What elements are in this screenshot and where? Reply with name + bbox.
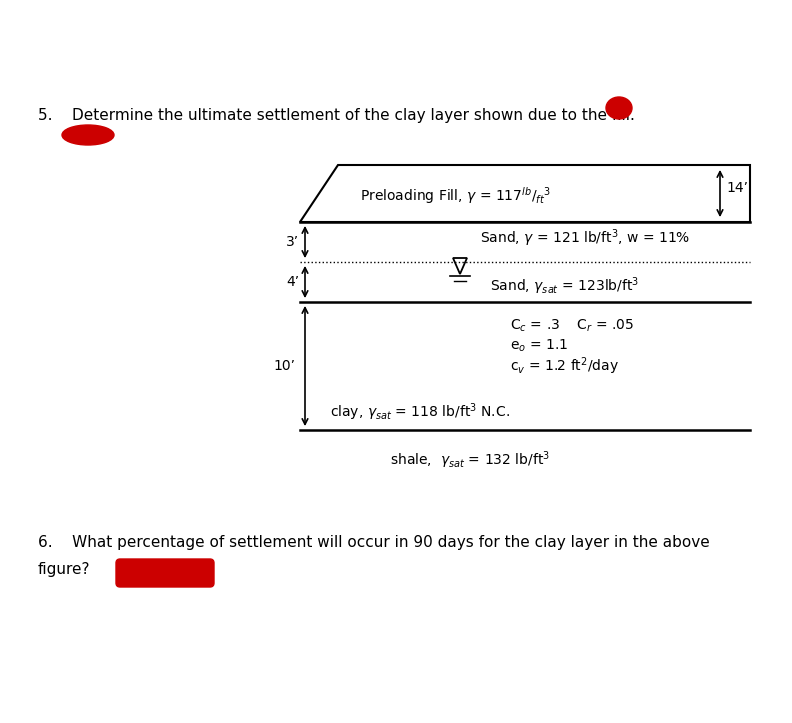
FancyBboxPatch shape (116, 559, 214, 587)
Text: Sand, $\gamma_{sat}$ = 123lb/ft$^3$: Sand, $\gamma_{sat}$ = 123lb/ft$^3$ (490, 275, 639, 297)
Text: 5.    Determine the ultimate settlement of the clay layer shown due to the fill.: 5. Determine the ultimate settlement of … (38, 108, 635, 123)
Text: 14’: 14’ (726, 181, 748, 194)
Polygon shape (300, 165, 750, 222)
Text: 10’: 10’ (273, 359, 295, 373)
Text: C$_c$ = .3    C$_r$ = .05: C$_c$ = .3 C$_r$ = .05 (510, 318, 634, 334)
Text: e$_o$ = 1.1: e$_o$ = 1.1 (510, 338, 569, 354)
Text: shale,  $\gamma_{sat}$ = 132 lb/ft$^3$: shale, $\gamma_{sat}$ = 132 lb/ft$^3$ (390, 449, 550, 471)
Text: figure?: figure? (38, 562, 90, 577)
Text: Sand, $\gamma$ = 121 lb/ft$^3$, w = 11%: Sand, $\gamma$ = 121 lb/ft$^3$, w = 11% (480, 227, 691, 249)
Text: 4’: 4’ (286, 275, 299, 289)
Text: 6.    What percentage of settlement will occur in 90 days for the clay layer in : 6. What percentage of settlement will oc… (38, 535, 710, 550)
Ellipse shape (62, 125, 114, 145)
Text: Preloading Fill, $\gamma$ = 117$^{lb}$/$_{ft}$$^3$: Preloading Fill, $\gamma$ = 117$^{lb}$/$… (360, 186, 551, 207)
Ellipse shape (606, 97, 632, 119)
Text: c$_v$ = 1.2 ft$^2$/day: c$_v$ = 1.2 ft$^2$/day (510, 355, 619, 377)
Text: clay, $\gamma_{sat}$ = 118 lb/ft$^3$ N.C.: clay, $\gamma_{sat}$ = 118 lb/ft$^3$ N.C… (330, 401, 510, 423)
Text: 3’: 3’ (286, 235, 299, 249)
